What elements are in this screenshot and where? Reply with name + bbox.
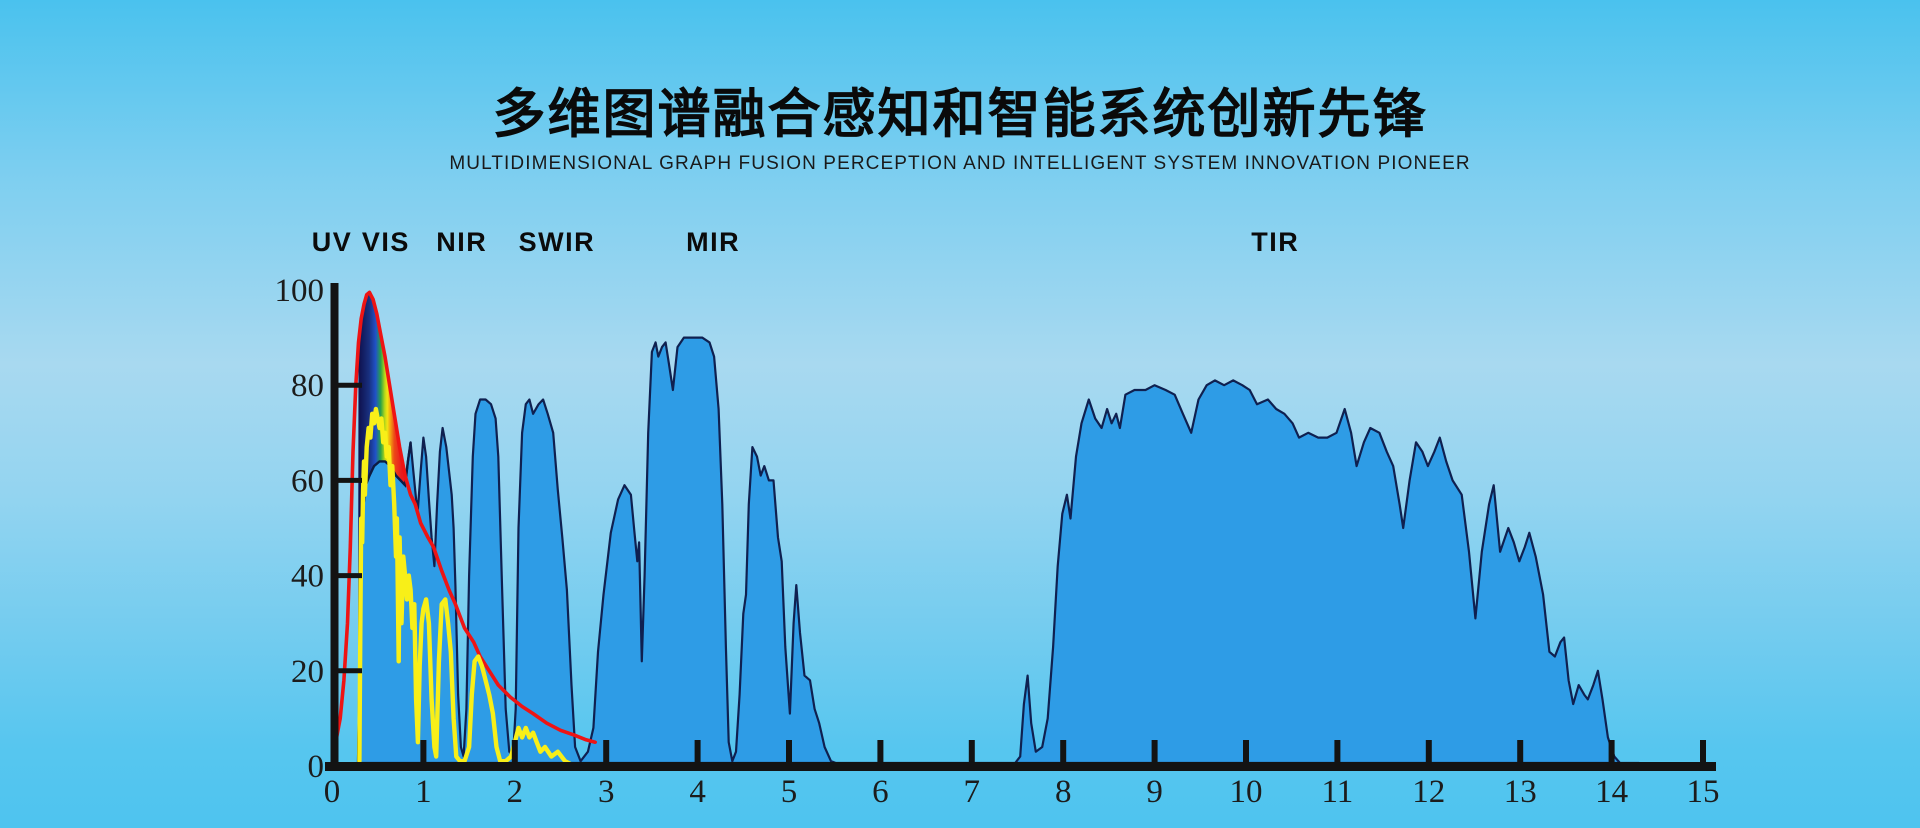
- x-tick-label: 6: [872, 774, 889, 810]
- y-tick-label: 100: [275, 273, 325, 309]
- x-tick-label: 4: [689, 774, 706, 810]
- solar-curve: [357, 406, 577, 769]
- band-label-mir: MIR: [686, 227, 741, 257]
- band-label-swir: SWIR: [518, 227, 596, 257]
- band-label-uv: UV: [311, 227, 353, 257]
- x-tick-label: 7: [964, 774, 981, 810]
- y-tick-label: 60: [291, 463, 324, 499]
- blackbody-curve: [334, 290, 597, 744]
- x-tick-label: 12: [1412, 774, 1445, 810]
- x-tick-label: 2: [507, 774, 524, 810]
- y-tick-label: 40: [291, 559, 324, 595]
- transmission-windows-area: [356, 336, 1641, 768]
- y-tick-label: 80: [291, 368, 324, 404]
- page-title: 多维图谱融合感知和智能系统创新先锋: [492, 84, 1428, 145]
- x-tick-label: 11: [1322, 774, 1354, 810]
- band-label-nir: NIR: [436, 227, 488, 257]
- x-tick-label: 8: [1055, 774, 1072, 810]
- x-tick-label: 15: [1687, 774, 1720, 810]
- page-subtitle: MULTIDIMENSIONAL GRAPH FUSION PERCEPTION…: [449, 153, 1471, 174]
- x-tick-label: 0: [324, 774, 341, 810]
- x-tick-label: 14: [1595, 774, 1628, 810]
- band-label-vis: VIS: [361, 227, 410, 257]
- y-tick-label: 20: [291, 654, 324, 690]
- x-tick-label: 5: [781, 774, 798, 810]
- band-label-tir: TIR: [1251, 227, 1300, 257]
- x-tick-label: 1: [415, 774, 432, 810]
- x-tick-label: 3: [598, 774, 615, 810]
- y-tick-label: 0: [308, 749, 325, 785]
- x-tick-label: 10: [1230, 774, 1263, 810]
- x-tick-label: 9: [1146, 774, 1163, 810]
- x-tick-label: 13: [1504, 774, 1537, 810]
